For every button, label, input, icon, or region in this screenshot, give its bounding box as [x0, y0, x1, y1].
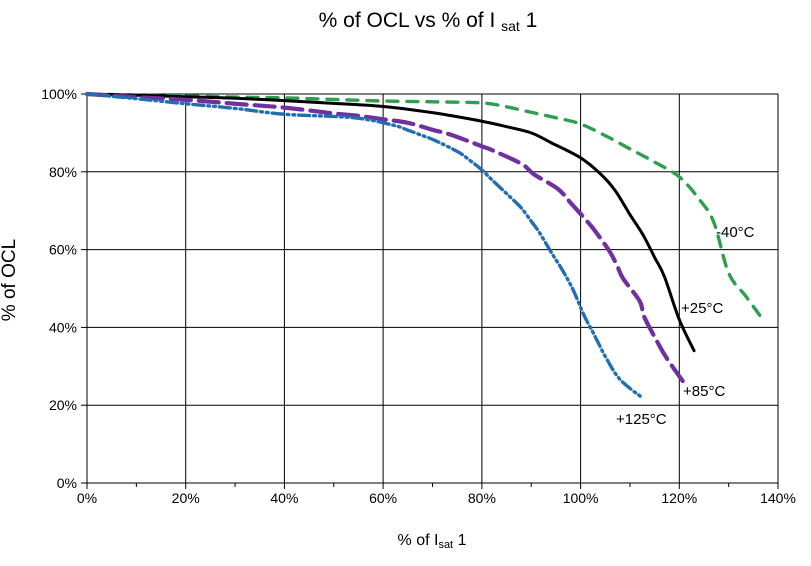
svg-text:+85°C: +85°C — [683, 383, 725, 400]
svg-text:40%: 40% — [270, 490, 298, 506]
svg-text:20%: 20% — [172, 490, 200, 506]
svg-text:140%: 140% — [760, 490, 796, 506]
svg-text:-40°C: -40°C — [716, 224, 755, 241]
svg-text:80%: 80% — [49, 164, 77, 180]
svg-text:60%: 60% — [49, 242, 77, 258]
svg-text:% of OCL: % of OCL — [0, 239, 20, 321]
svg-text:60%: 60% — [369, 490, 397, 506]
svg-text:80%: 80% — [468, 490, 496, 506]
svg-text:100%: 100% — [563, 490, 599, 506]
svg-text:100%: 100% — [41, 86, 77, 102]
svg-text:40%: 40% — [49, 319, 77, 335]
svg-text:20%: 20% — [49, 397, 77, 413]
svg-text:120%: 120% — [661, 490, 697, 506]
svg-text:0%: 0% — [57, 475, 77, 491]
svg-text:0%: 0% — [77, 490, 97, 506]
svg-text:+125°C: +125°C — [616, 411, 667, 428]
svg-text:% of Isat 1: % of Isat 1 — [398, 532, 467, 551]
svg-text:+25°C: +25°C — [681, 300, 723, 317]
